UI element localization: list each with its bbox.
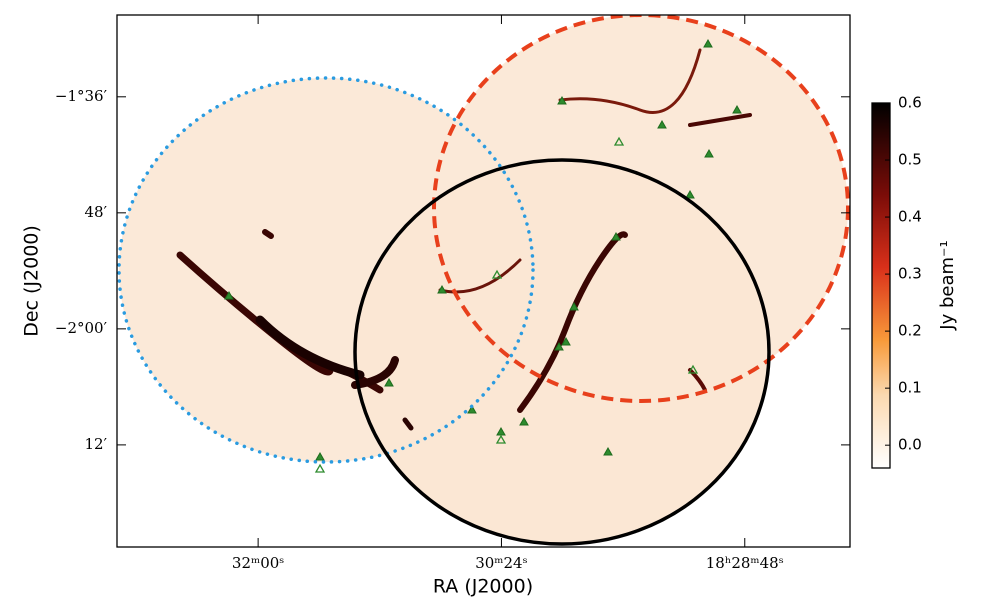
colorbar-tick-label: 0.3 bbox=[898, 265, 922, 283]
field-outline-blue bbox=[117, 76, 535, 464]
colorbar-tick-label: 0.6 bbox=[898, 94, 922, 112]
colorbar-tick-label: 0.1 bbox=[898, 379, 922, 397]
x-tick-label: 18ʰ28ᵐ48ˢ bbox=[706, 554, 784, 572]
colorbar-tick-label: 0.2 bbox=[898, 322, 922, 340]
colorbar-tick-label: 0.5 bbox=[898, 151, 922, 169]
colorbar-tick-label: 0.4 bbox=[898, 208, 922, 226]
y-tick-label: −1°36′ bbox=[55, 87, 108, 105]
y-tick-label: 12′ bbox=[85, 435, 108, 453]
y-tick-label: 48′ bbox=[85, 203, 108, 221]
colorbar bbox=[871, 102, 891, 469]
plot-frame bbox=[116, 14, 851, 548]
y-axis-label: Dec (J2000) bbox=[21, 225, 43, 337]
x-tick-label: 30ᵐ24ˢ bbox=[475, 554, 527, 572]
y-tick-label: −2°00′ bbox=[55, 319, 108, 337]
colorbar-label: Jy beam⁻¹ bbox=[937, 240, 958, 330]
field-outline-black bbox=[353, 158, 771, 546]
x-tick-label: 32ᵐ00ˢ bbox=[232, 554, 284, 572]
x-axis-label: RA (J2000) bbox=[433, 576, 533, 598]
field-outline-red bbox=[432, 15, 850, 403]
colorbar-tick-label: 0.0 bbox=[898, 436, 922, 454]
map-image bbox=[117, 15, 850, 546]
